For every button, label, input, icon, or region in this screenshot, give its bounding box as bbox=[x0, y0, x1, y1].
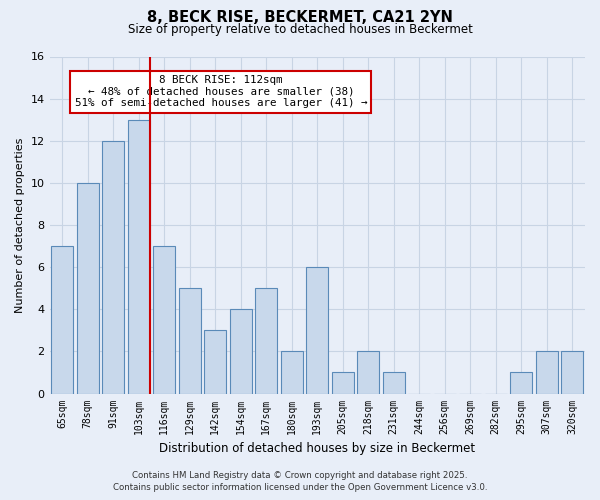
Y-axis label: Number of detached properties: Number of detached properties bbox=[15, 138, 25, 312]
Bar bbox=[511, 372, 532, 394]
Bar bbox=[154, 246, 175, 394]
Bar bbox=[77, 183, 98, 394]
Bar bbox=[383, 372, 404, 394]
Bar bbox=[358, 352, 379, 394]
Bar bbox=[307, 267, 328, 394]
Bar bbox=[230, 310, 251, 394]
Text: Size of property relative to detached houses in Beckermet: Size of property relative to detached ho… bbox=[128, 22, 472, 36]
Text: Contains HM Land Registry data © Crown copyright and database right 2025.
Contai: Contains HM Land Registry data © Crown c… bbox=[113, 471, 487, 492]
X-axis label: Distribution of detached houses by size in Beckermet: Distribution of detached houses by size … bbox=[159, 442, 475, 455]
Text: 8, BECK RISE, BECKERMET, CA21 2YN: 8, BECK RISE, BECKERMET, CA21 2YN bbox=[147, 10, 453, 25]
Bar bbox=[128, 120, 149, 394]
Bar bbox=[179, 288, 200, 394]
Bar bbox=[562, 352, 583, 394]
Bar bbox=[256, 288, 277, 394]
Bar bbox=[52, 246, 73, 394]
Bar bbox=[536, 352, 557, 394]
Bar bbox=[103, 141, 124, 394]
Bar bbox=[205, 330, 226, 394]
Bar bbox=[281, 352, 302, 394]
Bar bbox=[332, 372, 353, 394]
Text: 8 BECK RISE: 112sqm
← 48% of detached houses are smaller (38)
51% of semi-detach: 8 BECK RISE: 112sqm ← 48% of detached ho… bbox=[74, 75, 367, 108]
